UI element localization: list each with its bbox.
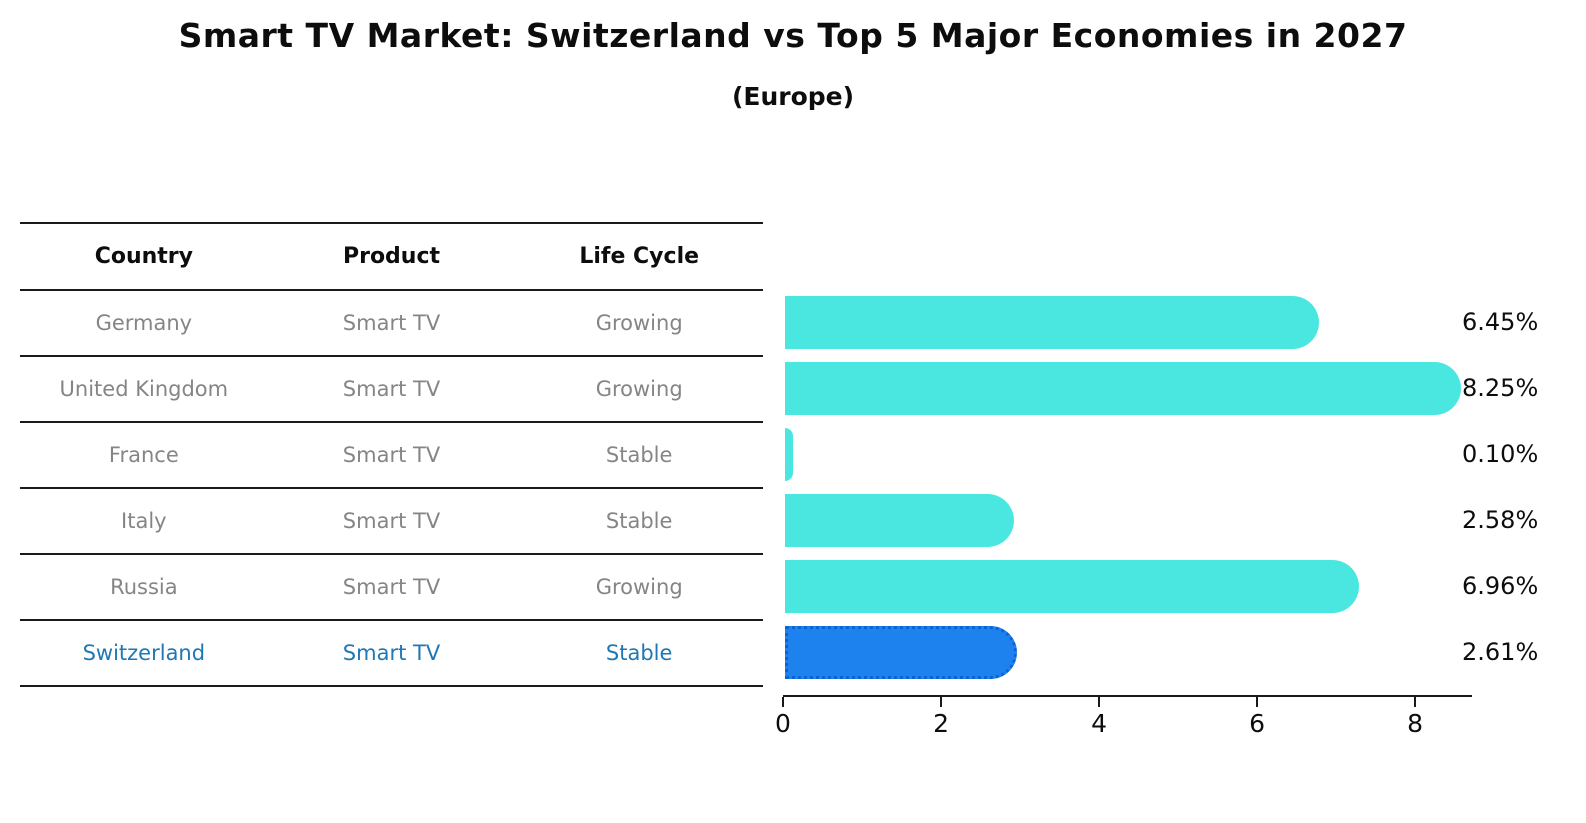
cell-product: Smart TV: [342, 443, 441, 467]
bar-italy: [785, 493, 1015, 547]
tick-mark: [1414, 697, 1417, 707]
bar-germany: [785, 295, 1320, 349]
cell-life-cycle: Stable: [605, 443, 673, 467]
column-header-country: Country: [94, 244, 193, 269]
value-label-column: 6.45% 8.25% 0.10% 2.58% 6.96% 2.61%: [1462, 289, 1572, 685]
bar-row-united-kingdom: [785, 355, 1472, 421]
bar-russia: [785, 559, 1360, 613]
x-axis: 0 2 4 6 8: [775, 695, 1472, 750]
bar-row-russia: [785, 553, 1472, 619]
table-row-united-kingdom: United Kingdom Smart TV Growing: [20, 355, 763, 421]
table-row-switzerland: Switzerland Smart TV Stable: [20, 619, 763, 685]
cell-life-cycle: Growing: [595, 575, 683, 599]
tick-label: 0: [775, 709, 791, 738]
cell-country: Russia: [110, 575, 178, 599]
tick-mark: [1098, 697, 1101, 707]
table-row-france: France Smart TV Stable: [20, 421, 763, 487]
bar-row-france: [785, 421, 1472, 487]
cell-life-cycle: Stable: [605, 641, 673, 665]
cell-life-cycle: Growing: [595, 311, 683, 335]
tick-label: 2: [933, 709, 949, 738]
column-header-life-cycle: Life Cycle: [579, 244, 700, 269]
tick-label: 4: [1091, 709, 1107, 738]
cell-product: Smart TV: [342, 311, 441, 335]
tick-mark: [782, 697, 784, 707]
cell-product: Smart TV: [342, 641, 441, 665]
cell-country: Italy: [121, 509, 167, 533]
bar-france: [785, 427, 793, 481]
tick-label: 8: [1407, 709, 1424, 738]
bar-row-germany: [785, 289, 1472, 355]
value-label-russia: 6.96%: [1462, 572, 1539, 600]
column-header-product: Product: [342, 244, 441, 269]
table-row-italy: Italy Smart TV Stable: [20, 487, 763, 553]
bar-row-switzerland: [785, 619, 1472, 685]
cell-life-cycle: Growing: [595, 377, 683, 401]
tick-mark: [940, 697, 943, 707]
cell-country: Switzerland: [82, 641, 206, 665]
bar-plot-area: [785, 289, 1472, 685]
bar-switzerland: [785, 625, 1017, 679]
value-label-italy: 2.58%: [1462, 506, 1539, 534]
cell-life-cycle: Stable: [605, 509, 673, 533]
table-header-row: Country Product Life Cycle: [20, 224, 763, 289]
chart-subtitle: (Europe): [731, 82, 855, 111]
value-label-germany: 6.45%: [1462, 308, 1539, 336]
value-label-switzerland: 2.61%: [1462, 638, 1539, 666]
table-row-russia: Russia Smart TV Growing: [20, 553, 763, 619]
chart-title: Smart TV Market: Switzerland vs Top 5 Ma…: [178, 16, 1408, 55]
cell-country: United Kingdom: [59, 377, 229, 401]
x-axis-spine: [783, 695, 1472, 697]
value-label-france: 0.10%: [1462, 440, 1539, 468]
cell-country: France: [108, 443, 179, 467]
cell-product: Smart TV: [342, 377, 441, 401]
country-table: Country Product Life Cycle Germany Smart…: [20, 222, 763, 687]
tick-label: 6: [1249, 709, 1266, 738]
bar-row-italy: [785, 487, 1472, 553]
tick-mark: [1256, 697, 1259, 707]
table-row-germany: Germany Smart TV Growing: [20, 289, 763, 355]
cell-country: Germany: [95, 311, 193, 335]
cell-product: Smart TV: [342, 509, 441, 533]
bar-united-kingdom: [785, 361, 1461, 415]
cell-product: Smart TV: [342, 575, 441, 599]
value-label-united-kingdom: 8.25%: [1462, 374, 1539, 402]
